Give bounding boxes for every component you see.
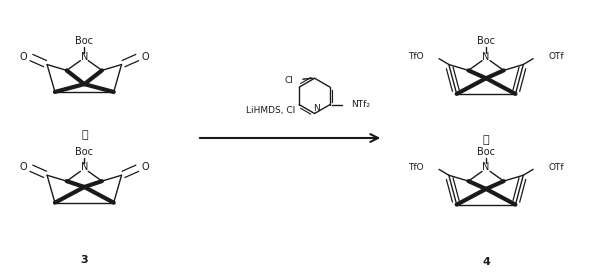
Text: N: N: [482, 52, 489, 62]
Text: Boc: Boc: [75, 36, 93, 46]
Text: 4: 4: [482, 258, 490, 267]
Text: N: N: [81, 52, 88, 62]
Text: Boc: Boc: [477, 147, 495, 157]
Text: Cl: Cl: [284, 76, 293, 85]
Text: TfO: TfO: [408, 163, 423, 172]
Text: LiHMDS, Cl: LiHMDS, Cl: [246, 106, 295, 115]
Text: Boc: Boc: [477, 36, 495, 46]
Text: O: O: [141, 162, 149, 172]
Text: O: O: [20, 162, 27, 172]
Text: 或: 或: [483, 135, 489, 145]
Text: NTf₂: NTf₂: [352, 100, 370, 109]
Text: O: O: [20, 52, 27, 62]
Text: N: N: [482, 162, 489, 172]
Text: O: O: [141, 52, 149, 62]
Text: OTf: OTf: [549, 163, 564, 172]
Text: 或: 或: [81, 130, 88, 140]
Text: Boc: Boc: [75, 147, 93, 157]
Text: 3: 3: [81, 254, 88, 264]
Text: OTf: OTf: [549, 52, 564, 61]
Text: N: N: [313, 104, 320, 113]
Text: N: N: [81, 162, 88, 172]
Text: TfO: TfO: [408, 52, 423, 61]
